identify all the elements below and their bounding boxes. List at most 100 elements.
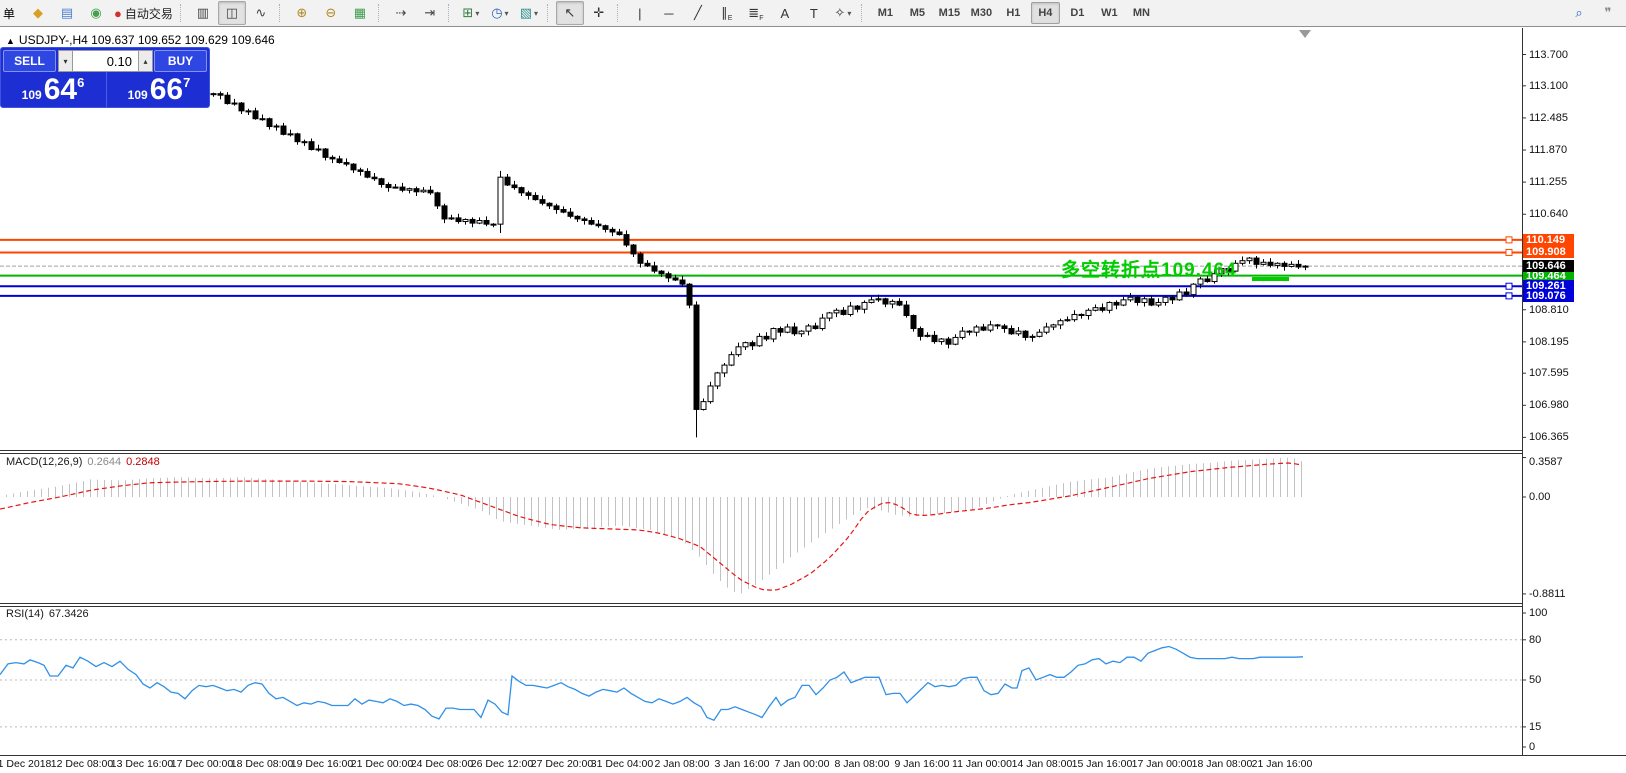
timeframe-w1[interactable]: W1 xyxy=(1101,7,1118,19)
periods-icon: ◷ xyxy=(491,5,503,20)
navigator-icon-button[interactable]: ◉ xyxy=(82,1,110,25)
new-chart-button-dropdown-icon[interactable]: ▾ xyxy=(475,8,480,18)
time-axis-label: 18 Jan 08:00 xyxy=(1191,758,1253,770)
chat-button[interactable]: ❞ xyxy=(1604,5,1612,20)
price-axis-label: 112.485 xyxy=(1529,111,1568,124)
line-handle[interactable] xyxy=(1505,292,1513,300)
chart-window-icon-button[interactable]: ◆ xyxy=(24,1,52,25)
line-handle[interactable] xyxy=(1505,248,1513,256)
time-axis-label: 2 Jan 08:00 xyxy=(654,758,710,770)
volume-input[interactable] xyxy=(73,50,138,72)
cursor-button[interactable]: ↖ xyxy=(555,1,584,25)
timeframe-m30[interactable]: M30 xyxy=(970,7,993,19)
line-handle[interactable] xyxy=(1505,236,1513,244)
auto-trading-button[interactable]: ● 自动交易 xyxy=(111,1,176,25)
price-axis-label: 113.100 xyxy=(1529,79,1568,92)
price-axis-label: 106.365 xyxy=(1529,431,1569,444)
ask-pip-digit: 7 xyxy=(183,75,191,90)
zoom-out-button[interactable]: ⊖ xyxy=(317,1,345,25)
periods-button[interactable]: ◷ ▾ xyxy=(486,1,514,25)
bid-price-button[interactable]: 109 64 6 xyxy=(1,72,105,108)
rsi-line xyxy=(0,645,1304,721)
time-axis-label: 27 Dec 20:00 xyxy=(530,758,594,770)
tile-windows-button[interactable]: ▦ xyxy=(346,1,374,25)
lot-decrease-button[interactable]: ▾ xyxy=(58,50,73,72)
price-axis[interactable]: 113.700 113.100 112.485 111.870 111.255 110.6… xyxy=(1522,28,1626,755)
profiles-icon-button[interactable]: ▤ xyxy=(53,1,81,25)
price-tag-109.908: 109.908 xyxy=(1523,246,1574,259)
trendline-icon: ╱ xyxy=(693,5,702,20)
horizontal-line-button[interactable]: ─ xyxy=(655,1,683,25)
timeframe-m15[interactable]: M15 xyxy=(938,7,961,19)
bid-pip-digit: 6 xyxy=(77,75,85,90)
chart-window-icon-icon: ◆ xyxy=(33,5,43,20)
candlestick-series xyxy=(210,91,1309,438)
price-axis-label: 111.255 xyxy=(1529,176,1568,189)
text-button[interactable]: A xyxy=(771,1,799,25)
zoom-in-button[interactable]: ⊕ xyxy=(288,1,316,25)
candlestick-button[interactable]: ◫ xyxy=(217,1,246,25)
rsi-value: 67.3426 xyxy=(48,608,89,620)
auto-scroll-icon: ⇢ xyxy=(395,5,407,20)
macd-signal-value: 0.2848 xyxy=(126,456,160,468)
macd-name: MACD(12,26,9) xyxy=(6,456,83,468)
rsi-indicator-label: RSI(14) 67.3426 xyxy=(6,608,89,620)
chart-symbol-header: ▲ USDJPY-,H4 109.637 109.652 109.629 109.… xyxy=(6,33,275,47)
rsi-axis-label: 100 xyxy=(1529,607,1548,619)
vertical-line-button[interactable]: | xyxy=(626,1,654,25)
price-axis-label: 111.870 xyxy=(1529,144,1568,157)
time-axis-label: 15 Jan 16:00 xyxy=(1071,758,1133,770)
bid-prefix: 109 xyxy=(21,88,42,102)
crosshair-button[interactable]: ✛ xyxy=(585,1,613,25)
price-axis-label: 107.595 xyxy=(1529,367,1569,380)
horizontal-line-110.149[interactable] xyxy=(0,236,1522,244)
periods-button-dropdown-icon[interactable]: ▾ xyxy=(504,8,509,18)
horizontal-line-icon: ─ xyxy=(664,5,674,21)
buy-button[interactable]: BUY xyxy=(154,50,207,72)
fibonacci-button[interactable]: ≣ F xyxy=(742,1,770,25)
crosshair-icon: ✛ xyxy=(593,5,605,20)
chart-text-annotation[interactable]: 多空转折点109.464 xyxy=(1061,260,1237,281)
chart-shift-marker-icon[interactable] xyxy=(1299,30,1311,38)
arrows-button-dropdown-icon[interactable]: ▾ xyxy=(847,8,852,18)
horizontal-line-109.261[interactable] xyxy=(0,282,1522,290)
toolbar-separator xyxy=(278,4,284,22)
search-button[interactable]: ⌕ xyxy=(1575,5,1583,20)
chart-shift-button[interactable]: ⇥ xyxy=(416,1,444,25)
ask-price-button[interactable]: 109 66 7 xyxy=(106,72,211,108)
horizontal-line-109.908[interactable] xyxy=(0,248,1522,256)
auto-scroll-button[interactable]: ⇢ xyxy=(387,1,415,25)
timeframe-mn[interactable]: MN xyxy=(1132,7,1150,19)
time-axis-label: 17 Dec 00:00 xyxy=(170,758,234,770)
arrows-button[interactable]: ✧ ▾ xyxy=(829,1,857,25)
timeframe-h1[interactable]: H1 xyxy=(1006,7,1021,19)
text-label-button[interactable]: T xyxy=(800,1,828,25)
macd-signal-line xyxy=(0,462,1303,591)
timeframe-m5[interactable]: M5 xyxy=(909,7,926,19)
price-axis-label: 106.980 xyxy=(1529,399,1569,412)
symbol-ohlc-text: USDJPY-,H4 109.637 109.652 109.629 109.6… xyxy=(18,33,275,47)
line-chart-button[interactable]: ∿ xyxy=(247,1,275,25)
line-handle[interactable] xyxy=(1505,282,1513,290)
rsi-name: RSI(14) xyxy=(6,608,44,620)
horizontal-line-109.076[interactable] xyxy=(0,292,1522,300)
toolbar-separator xyxy=(616,4,622,22)
trendline-button[interactable]: ╱ xyxy=(684,1,712,25)
new-chart-button[interactable]: ⊞ ▾ xyxy=(457,1,485,25)
timeframe-d1[interactable]: D1 xyxy=(1070,7,1085,19)
sell-button[interactable]: SELL xyxy=(3,50,56,72)
templates-button-dropdown-icon[interactable]: ▾ xyxy=(534,8,539,18)
templates-button[interactable]: ▧ ▾ xyxy=(515,1,543,25)
channel-button[interactable]: ∥ E xyxy=(713,1,741,25)
timeframe-h4[interactable]: H4 xyxy=(1030,2,1060,24)
time-axis-label: 19 Dec 16:00 xyxy=(290,758,354,770)
collapse-triangle-icon[interactable]: ▲ xyxy=(6,36,15,46)
price-tag-109.646: 109.646 xyxy=(1523,260,1574,273)
lot-increase-button[interactable]: ▴ xyxy=(138,50,153,72)
new-order-button[interactable]: 单 xyxy=(0,1,23,25)
timeframe-m1[interactable]: M1 xyxy=(877,7,894,19)
bar-chart-button[interactable]: ▥ xyxy=(189,1,217,25)
annotation-underline-segment[interactable] xyxy=(1252,277,1289,281)
